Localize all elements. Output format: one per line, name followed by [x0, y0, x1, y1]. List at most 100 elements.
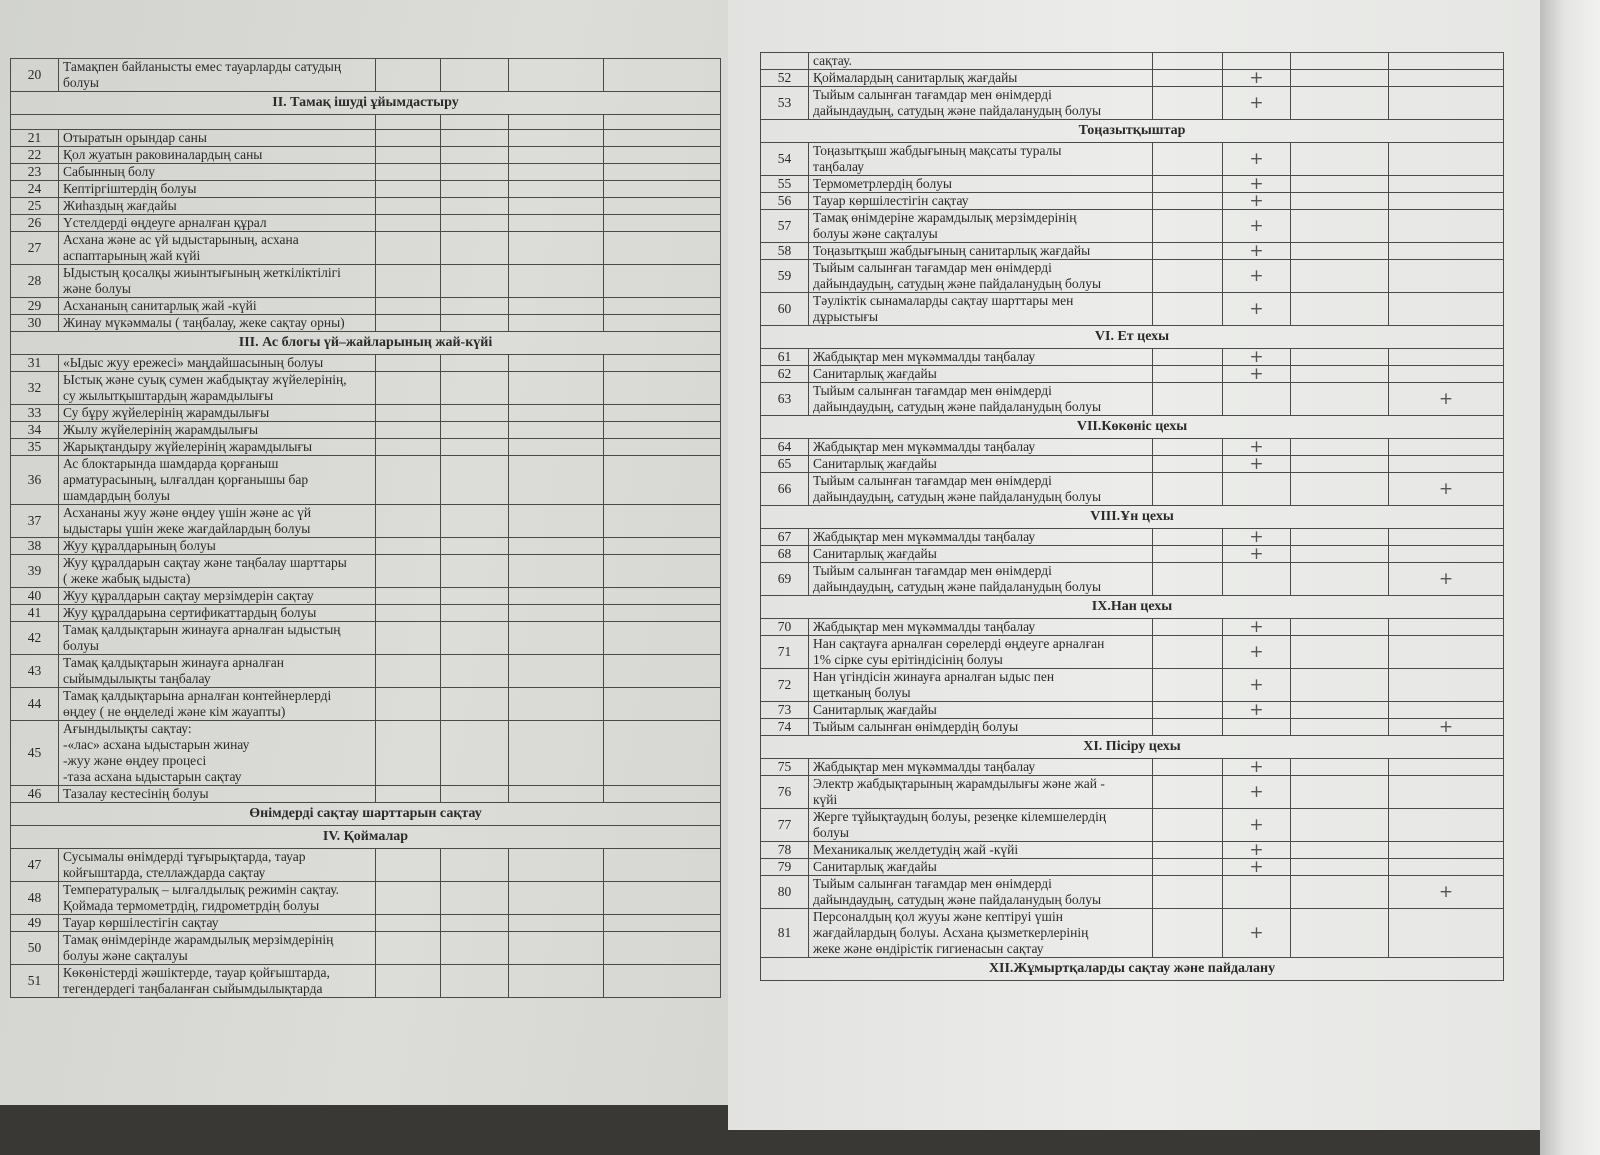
item-number: 68 [760, 545, 809, 563]
check-cell [1152, 142, 1223, 176]
checklist-row: 48 Температуралық – ылғалдылық режимін са… [10, 881, 721, 915]
item-text: Санитарлық жағдайы [808, 545, 1153, 563]
check-cell [440, 197, 509, 215]
check-cell [1388, 142, 1504, 176]
item-number: 21 [10, 129, 59, 147]
blank-row [10, 114, 721, 130]
check-cell [508, 881, 604, 915]
plus-mark: + [1222, 635, 1291, 669]
item-number: 74 [760, 718, 809, 736]
checklist-row: 81 Персоналдың қол жууы және кептіруі үші… [760, 908, 1504, 958]
check-cell [1388, 192, 1504, 210]
check-cell [1290, 808, 1389, 842]
check-cell [508, 371, 604, 405]
check-cell [603, 404, 721, 422]
check-cell [1152, 701, 1223, 719]
item-text: Ыстық және суық сумен жабдықтау жүйелері… [58, 371, 376, 405]
item-text: Тамақ қалдықтарына арналған контейнерлер… [58, 687, 376, 721]
plus-mark: + [1222, 348, 1291, 366]
item-number: 46 [10, 785, 59, 803]
check-cell [1152, 455, 1223, 473]
check-cell [1388, 455, 1504, 473]
item-number: 42 [10, 621, 59, 655]
check-cell [440, 163, 509, 181]
item-number: 31 [10, 354, 59, 372]
checklist-row: 65 Санитарлық жағдайы + [760, 455, 1504, 473]
check-cell [603, 587, 721, 605]
check-cell [440, 438, 509, 456]
plus-mark: + [1222, 175, 1291, 193]
check-cell [508, 438, 604, 456]
check-cell [375, 404, 441, 422]
plus-mark: + [1222, 808, 1291, 842]
check-cell [440, 146, 509, 164]
background-edge [1540, 0, 1600, 1155]
check-cell [508, 931, 604, 965]
checklist-row: 25 Жиһаздың жағдайы [10, 197, 721, 215]
item-text: Ыдыстың қосалқы жиынтығының жеткіліктілі… [58, 264, 376, 298]
check-cell [1152, 259, 1223, 293]
section-heading-row: II. Тамақ ішуді ұйымдастыру [10, 91, 721, 115]
check-cell [508, 654, 604, 688]
check-cell [375, 964, 441, 998]
check-cell [508, 404, 604, 422]
item-number: 44 [10, 687, 59, 721]
checklist-row: 39 Жуу құралдарын сақтау және таңбалау ша… [10, 554, 721, 588]
section-heading: Тоңазытқыштар [760, 119, 1504, 143]
section-heading: XI. Пісіру цехы [760, 735, 1504, 759]
check-cell [1290, 841, 1389, 859]
check-cell [508, 537, 604, 555]
item-text: Тыйым салынған тағамдар мен өнімдерді да… [808, 562, 1153, 596]
check-cell [1290, 635, 1389, 669]
plus-mark: + [1222, 209, 1291, 243]
check-cell [440, 114, 509, 130]
checklist-row: 54 Тоңазытқыш жабдығының мақсаты туралы т… [760, 142, 1504, 176]
checklist-row: 43 Тамақ қалдықтарын жинауға арналған сый… [10, 654, 721, 688]
plus-mark: + [1222, 242, 1291, 260]
item-text: Асхана және ас үй ыдыстарының, асхана ас… [58, 231, 376, 265]
check-cell [508, 421, 604, 439]
check-cell [1290, 175, 1389, 193]
checklist-row: 59 Тыйым салынған тағамдар мен өнімдерді … [760, 259, 1504, 293]
item-text: Тазалау кестесінің болуы [58, 785, 376, 803]
checklist-row: сақтау. [760, 52, 1504, 70]
checklist-row: 29 Асхананың санитарлық жай -күйі [10, 297, 721, 315]
item-text: Жабдықтар мен мүкәммалды таңбалау [808, 618, 1153, 636]
checklist-row: 72 Нан үгіндісін жинауға арналған ыдыс пе… [760, 668, 1504, 702]
check-cell [1152, 668, 1223, 702]
check-cell [603, 554, 721, 588]
plus-mark: + [1222, 858, 1291, 876]
check-cell [375, 785, 441, 803]
checklist-row: 38 Жуу құралдарының болуы [10, 537, 721, 555]
check-cell [440, 371, 509, 405]
item-number: 57 [760, 209, 809, 243]
item-number: 72 [760, 668, 809, 702]
check-cell [508, 314, 604, 332]
section-heading: II. Тамақ ішуді ұйымдастыру [10, 91, 721, 115]
check-cell [1290, 259, 1389, 293]
item-text: Тәуліктік сынамаларды сақтау шарттары ме… [808, 292, 1153, 326]
item-text: Үстелдерді өңдеуге арналған құрал [58, 214, 376, 232]
checklist-row: 58 Тоңазытқыш жабдығының санитарлық жағда… [760, 242, 1504, 260]
checklist-row: 78 Механикалық желдетудің жай -күйі + [760, 841, 1504, 859]
check-cell [603, 264, 721, 298]
check-cell [1290, 209, 1389, 243]
item-text: сақтау. [808, 52, 1153, 70]
item-number: 60 [760, 292, 809, 326]
check-cell [603, 621, 721, 655]
check-cell [375, 264, 441, 298]
check-cell [1290, 562, 1389, 596]
check-cell [440, 964, 509, 998]
item-text: Отыратын орындар саны [58, 129, 376, 147]
item-number: 62 [760, 365, 809, 383]
check-cell [508, 197, 604, 215]
check-cell [603, 297, 721, 315]
item-number: 22 [10, 146, 59, 164]
check-cell [1388, 528, 1504, 546]
item-number: 65 [760, 455, 809, 473]
check-cell [508, 180, 604, 198]
check-cell [1152, 545, 1223, 563]
item-number: 28 [10, 264, 59, 298]
check-cell [375, 371, 441, 405]
plus-mark: + [1222, 758, 1291, 776]
